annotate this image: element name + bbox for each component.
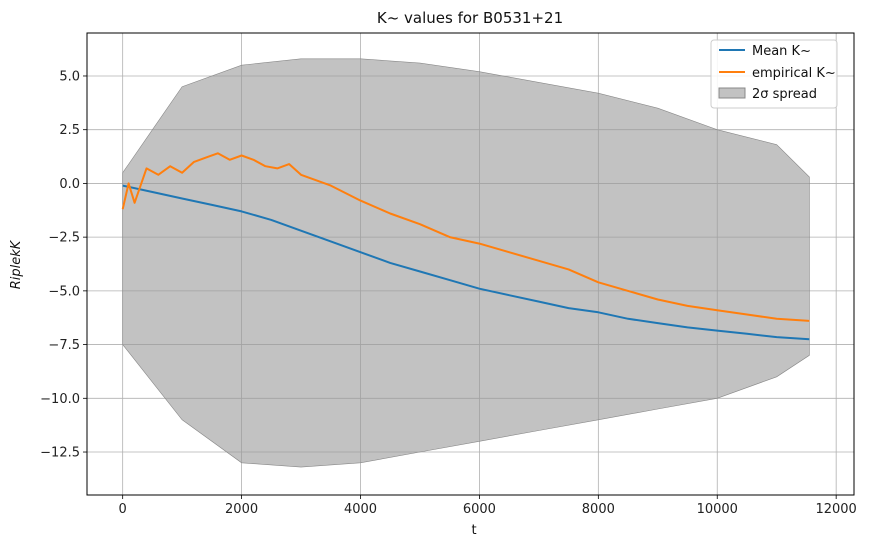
y-tick-label: −5.0 [48,284,80,299]
plot-frame [86,32,855,496]
x-tick-label: 10000 [697,502,738,517]
legend-label-mean: Mean K~ [752,44,811,59]
series-line-mean [122,184,810,341]
spread-band [122,58,810,468]
legend-swatch-spread [718,87,746,99]
y-tick-label: −10.0 [40,392,80,407]
y-axis-label: RiplekK [9,239,24,289]
y-tick-label: −2.5 [48,231,80,246]
y-tick-label: −7.5 [48,338,80,353]
legend-label-empirical: empirical K~ [752,66,836,81]
x-axis-label: t [471,523,476,538]
x-tick-label: 12000 [815,502,856,517]
x-tick-label: 2000 [225,502,258,517]
y-tick-label: 2.5 [59,123,80,138]
chart-title: K~ values for B0531+21 [377,9,563,27]
y-ticks: 5.0 2.5 0.0 −2.5 −5.0 −7.5 −10.0 −12.5 [40,69,87,461]
spread-band-area [122,58,810,468]
x-ticks: 0 2000 4000 6000 8000 10000 12000 [119,495,857,517]
y-tick-label: 5.0 [59,69,80,84]
x-tick-label: 0 [119,502,127,517]
y-tick-label: 0.0 [59,177,80,192]
y-tick-label: −12.5 [40,446,80,461]
series-line-empirical [121,152,810,322]
legend: Mean K~ empirical K~ 2σ spread [710,39,838,109]
series-lines [121,152,810,341]
x-tick-label: 4000 [344,502,377,517]
x-tick-label: 8000 [582,502,615,517]
legend-label-spread: 2σ spread [752,87,817,102]
x-tick-label: 6000 [463,502,496,517]
